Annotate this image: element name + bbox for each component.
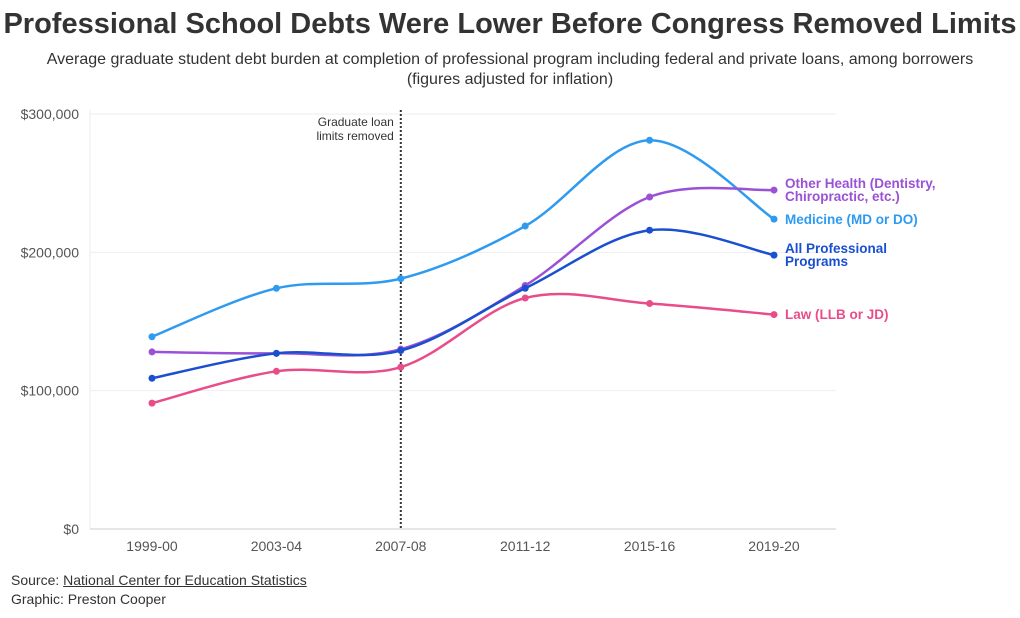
x-tick-label: 2015-16 — [624, 538, 676, 554]
series-label: Medicine (MD or DO) — [785, 212, 918, 227]
series-label: Law (LLB or JD) — [785, 307, 889, 322]
y-tick-label: $200,000 — [21, 244, 80, 260]
data-point — [521, 222, 529, 230]
series-label: Programs — [785, 254, 848, 269]
data-point — [272, 349, 280, 357]
data-point — [770, 215, 778, 223]
data-point — [646, 193, 654, 201]
data-point — [521, 284, 529, 292]
data-point — [148, 348, 156, 356]
series-line — [151, 186, 775, 357]
data-point — [521, 294, 529, 302]
data-point — [646, 226, 654, 234]
x-tick-label: 2019-20 — [748, 538, 800, 554]
source-link[interactable]: National Center for Education Statistics — [63, 572, 307, 588]
y-tick-label: $100,000 — [21, 383, 80, 399]
x-tick-label: 2011-12 — [500, 538, 551, 554]
series-label: All Professional — [785, 241, 887, 256]
x-tick-label: 2007-08 — [375, 538, 427, 554]
data-point — [272, 367, 280, 375]
source-prefix: Source: — [11, 572, 64, 588]
series-label: Chiropractic, etc.) — [785, 189, 900, 204]
data-point — [646, 136, 654, 144]
data-point — [148, 399, 156, 407]
data-point — [148, 333, 156, 341]
footer: Source: National Center for Education St… — [11, 571, 307, 609]
y-tick-label: $0 — [63, 521, 79, 537]
series-line — [151, 292, 775, 405]
data-point — [397, 275, 405, 283]
data-point — [148, 374, 156, 382]
line-chart: $0 $100,000 $200,000 $300,000 1999-00 2003-04… — [21, 106, 936, 554]
y-tick-label: $300,000 — [21, 106, 80, 122]
data-point — [397, 347, 405, 355]
graphic-credit: Graphic: Preston Cooper — [11, 591, 166, 607]
series-label: Other Health (Dentistry, — [785, 176, 936, 191]
annotation-text: limits removed — [316, 129, 393, 143]
series-line — [151, 139, 775, 338]
x-tick-label: 2003-04 — [251, 538, 303, 554]
x-tick-label: 1999-00 — [126, 538, 178, 554]
series-line — [151, 228, 775, 380]
data-point — [770, 311, 778, 319]
data-point — [770, 186, 778, 194]
chart-subtitle: Average graduate student debt burden at … — [46, 51, 974, 88]
data-point — [770, 251, 778, 259]
data-point — [272, 284, 280, 292]
chart-title: Professional School Debts Were Lower Bef… — [3, 8, 1017, 40]
data-point — [646, 300, 654, 308]
data-point — [397, 363, 405, 371]
annotation-text: Graduate loan — [318, 115, 394, 129]
